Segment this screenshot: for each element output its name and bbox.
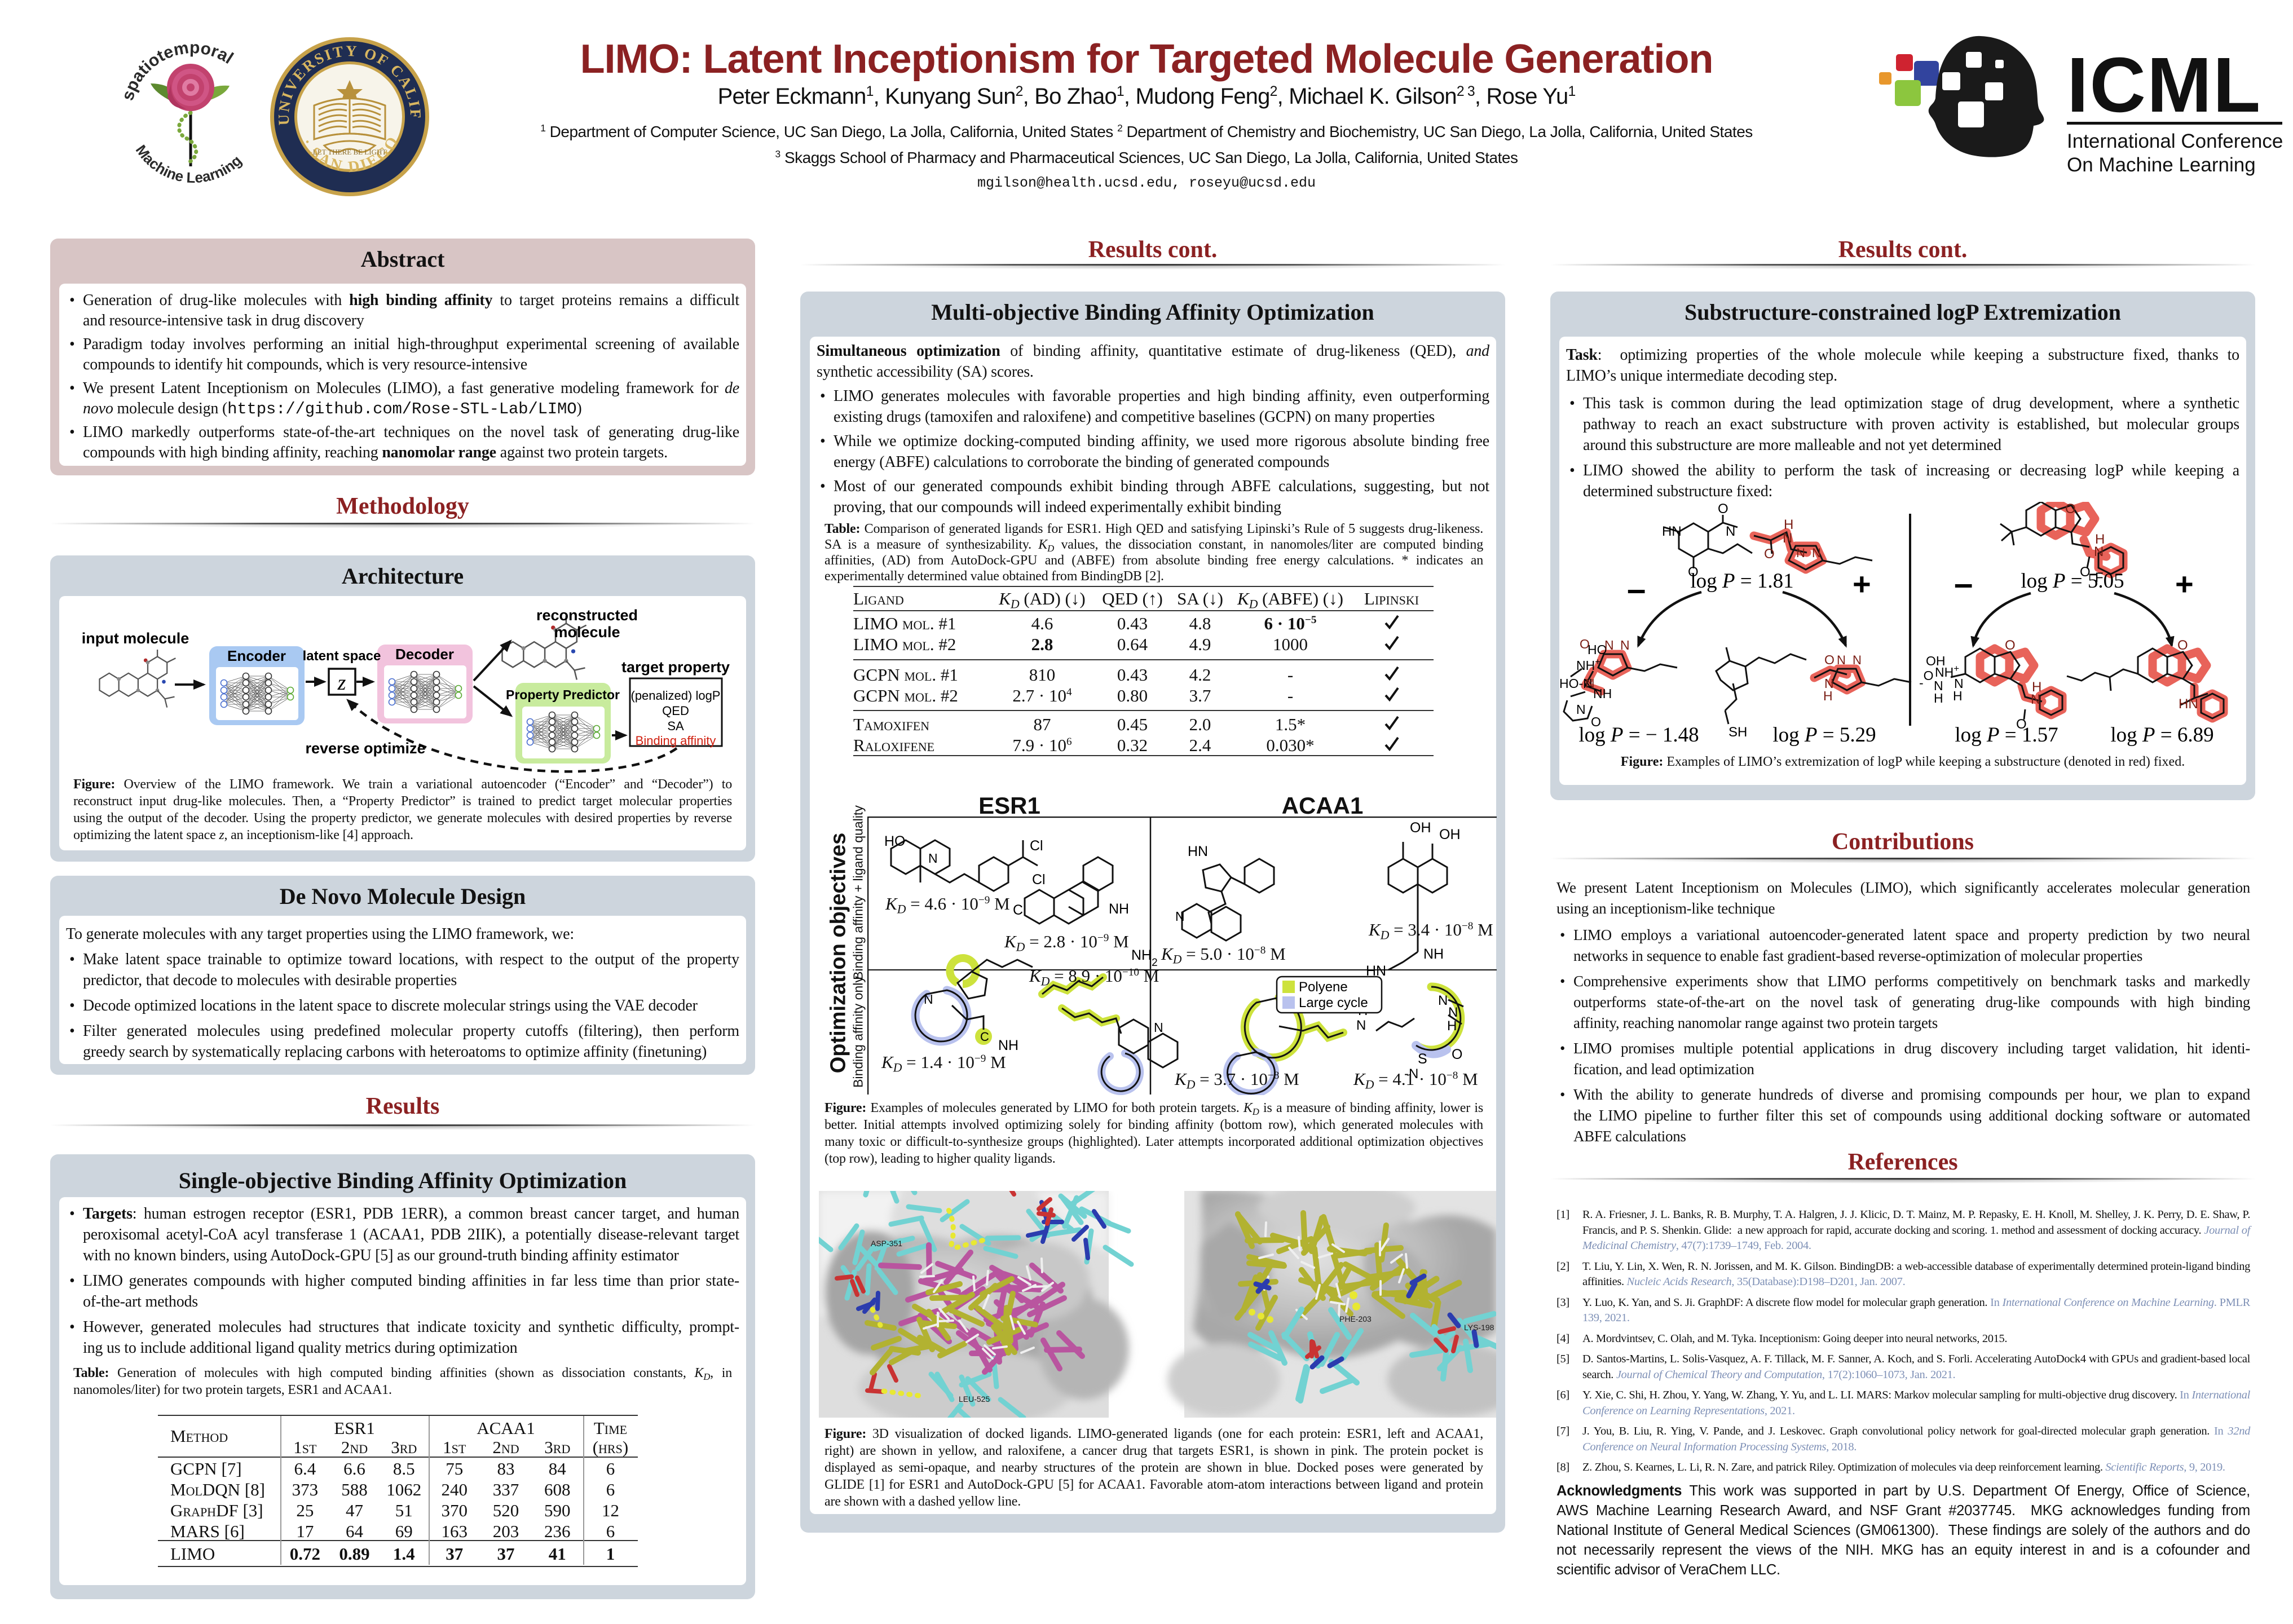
- svg-text:-O: -O: [1919, 668, 1934, 690]
- svg-text:O: O: [1591, 714, 1601, 729]
- svg-text:QED: QED: [662, 704, 689, 718]
- svg-text:LET THERE BE LIGHT: LET THERE BE LIGHT: [313, 148, 387, 156]
- svg-text:OH: OH: [1926, 654, 1946, 668]
- svg-text:O: O: [1452, 1047, 1462, 1062]
- svg-text:N: N: [1954, 676, 1964, 691]
- svg-text:O: O: [1764, 546, 1775, 562]
- svg-text:ICML: ICML: [2067, 42, 2261, 129]
- svg-text:Cl: Cl: [1032, 872, 1046, 888]
- svg-text:H: H: [1447, 1018, 1457, 1034]
- svg-text:N: N: [1585, 676, 1595, 691]
- svg-text:O: O: [2177, 638, 2188, 653]
- svg-text:Binding affinity: Binding affinity: [636, 734, 716, 748]
- svg-text:NH: NH: [1109, 901, 1129, 917]
- svg-text:NH: NH: [998, 1038, 1018, 1053]
- svg-text:HO: HO: [1588, 642, 1607, 657]
- svg-text:N: N: [1154, 1020, 1163, 1035]
- svg-text:LEU-525: LEU-525: [959, 1394, 990, 1404]
- svg-text:H: H: [1823, 689, 1833, 703]
- svg-text:OH: OH: [1410, 820, 1431, 836]
- svg-text:O: O: [1718, 502, 1728, 517]
- svg-text:Property Predictor: Property Predictor: [506, 687, 620, 702]
- svg-text:-N: -N: [1404, 1066, 1418, 1082]
- svg-text:SA: SA: [667, 719, 684, 733]
- svg-text:SH: SH: [1728, 725, 1747, 740]
- svg-text:log P = 5.05: log P = 5.05: [2021, 570, 2124, 593]
- svg-text:z: z: [337, 671, 346, 695]
- svg-text:molecule: molecule: [554, 624, 620, 641]
- svg-text:Cl: Cl: [1013, 902, 1026, 918]
- svg-text:Polyene: Polyene: [1299, 979, 1348, 995]
- svg-text:log P = 5.29: log P = 5.29: [1772, 723, 1876, 747]
- svg-text:HO: HO: [884, 833, 906, 849]
- svg-text:log P = 1.57: log P = 1.57: [1955, 723, 2058, 747]
- svg-text:N: N: [1837, 653, 1846, 667]
- svg-text:reverse optimize: reverse optimize: [305, 740, 425, 757]
- svg-text:O: O: [2005, 638, 2016, 653]
- svg-text:H: H: [1784, 517, 1793, 532]
- svg-text:input molecule: input molecule: [82, 630, 189, 647]
- svg-text:N: N: [928, 851, 938, 866]
- svg-text:O: O: [2065, 502, 2076, 517]
- svg-text:C: C: [980, 1030, 989, 1044]
- svg-text:H: H: [1934, 691, 1943, 705]
- svg-text:HO-N: HO-N: [1559, 676, 1593, 691]
- svg-text:F: F: [2095, 570, 2104, 585]
- svg-text:HN: HN: [1188, 844, 1208, 859]
- svg-text:Machine Learning: Machine Learning: [133, 142, 245, 186]
- svg-text:log P = 1.81: log P = 1.81: [1690, 570, 1793, 593]
- svg-text:HN: HN: [1662, 524, 1682, 539]
- svg-text:PHE-203: PHE-203: [1339, 1314, 1372, 1323]
- svg-text:N: N: [1438, 993, 1448, 1008]
- svg-text:H: H: [2032, 679, 2041, 695]
- svg-text:–: –: [1627, 570, 1646, 608]
- svg-text:Encoder: Encoder: [227, 647, 286, 664]
- svg-text:(penalized) logP: (penalized) logP: [631, 689, 721, 703]
- svg-text:–: –: [1954, 564, 1973, 602]
- svg-text:O: O: [1688, 564, 1699, 580]
- svg-text:log P = 6.89: log P = 6.89: [2110, 723, 2213, 747]
- svg-text:N: N: [1824, 676, 1834, 691]
- svg-text:N: N: [1812, 546, 1821, 560]
- svg-text:N: N: [1726, 524, 1735, 539]
- svg-text:O: O: [2016, 717, 2027, 732]
- svg-text:N: N: [1356, 1018, 1366, 1033]
- svg-text:log P = − 1.48: log P = − 1.48: [1578, 723, 1699, 747]
- svg-text:N: N: [1783, 531, 1792, 546]
- svg-text:N: N: [1175, 909, 1185, 924]
- svg-text:N: N: [1448, 1005, 1458, 1020]
- svg-text:H: H: [2095, 532, 2105, 547]
- svg-text:+: +: [2175, 566, 2194, 602]
- svg-text:target property: target property: [621, 659, 730, 676]
- svg-text:O: O: [1824, 652, 1835, 667]
- svg-text:N: N: [1620, 638, 1630, 652]
- svg-text:N: N: [1934, 678, 1943, 693]
- svg-text:International Conference: International Conference: [2067, 130, 2283, 152]
- svg-text:NH: NH: [1423, 946, 1444, 962]
- svg-text:N: N: [1796, 546, 1805, 560]
- svg-text:Cl: Cl: [1030, 838, 1043, 854]
- svg-text:Decoder: Decoder: [395, 646, 454, 663]
- svg-text:N: N: [1853, 653, 1862, 667]
- svg-text:On Machine Learning: On Machine Learning: [2067, 154, 2256, 176]
- svg-text:H: H: [1953, 689, 1963, 703]
- svg-text:S: S: [1418, 1051, 1427, 1067]
- svg-text:N: N: [1576, 702, 1586, 717]
- svg-text:LYS-198: LYS-198: [1464, 1323, 1494, 1332]
- svg-text:N: N: [1604, 638, 1614, 652]
- svg-text:N: N: [924, 992, 933, 1007]
- svg-text:N: N: [2031, 692, 2040, 707]
- svg-text:O: O: [1580, 637, 1590, 651]
- svg-text:latent space: latent space: [303, 648, 381, 664]
- svg-text:Large cycle: Large cycle: [1299, 995, 1368, 1010]
- svg-text:O: O: [2080, 564, 2091, 580]
- svg-text:reconstructed: reconstructed: [536, 607, 638, 624]
- svg-text:HN: HN: [2179, 696, 2198, 712]
- svg-text:ASP-351: ASP-351: [871, 1239, 902, 1248]
- svg-text:NH: NH: [1593, 686, 1612, 701]
- svg-text:NH2: NH2: [1131, 947, 1158, 969]
- svg-text:N: N: [2094, 544, 2104, 559]
- svg-text:OH: OH: [1439, 827, 1461, 842]
- svg-text:+: +: [1853, 566, 1871, 602]
